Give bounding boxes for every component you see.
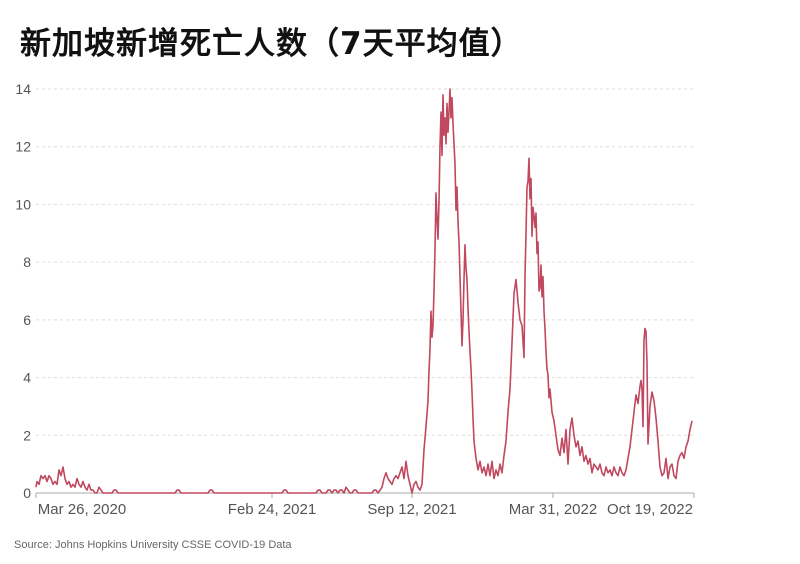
gridlines bbox=[36, 88, 694, 436]
y-tick-label: 4 bbox=[23, 370, 31, 386]
x-tick-label: Feb 24, 2021 bbox=[228, 501, 316, 518]
chart-title: 新加坡新增死亡人数（7天平均值） bbox=[20, 26, 523, 62]
x-tick-label: Sep 12, 2021 bbox=[367, 501, 456, 518]
y-tick-label: 10 bbox=[15, 196, 31, 212]
x-tick-label: Mar 31, 2022 bbox=[509, 501, 597, 518]
y-axis: 0 2 4 6 8 10 12 14 bbox=[15, 81, 31, 501]
y-tick-label: 12 bbox=[15, 139, 31, 155]
y-tick-label: 8 bbox=[23, 254, 31, 270]
y-tick-label: 2 bbox=[23, 427, 31, 443]
source-note: Source: Johns Hopkins University CSSE CO… bbox=[14, 539, 292, 551]
x-tick-label: Mar 26, 2020 bbox=[38, 501, 126, 518]
x-tick-label: Oct 19, 2022 bbox=[607, 501, 693, 518]
y-tick-label: 0 bbox=[23, 485, 31, 501]
deaths-line-series bbox=[35, 88, 693, 494]
x-axis: Mar 26, 2020 Feb 24, 2021 Sep 12, 2021 Mar … bbox=[35, 493, 695, 518]
y-tick-label: 14 bbox=[15, 81, 31, 97]
y-tick-label: 6 bbox=[23, 312, 31, 328]
